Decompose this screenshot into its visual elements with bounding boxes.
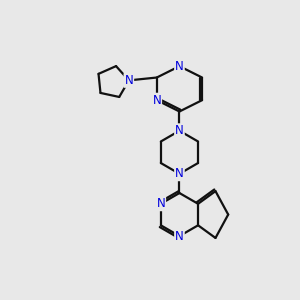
Text: N: N — [156, 197, 165, 210]
Text: N: N — [175, 230, 184, 243]
Text: N: N — [124, 74, 133, 87]
Text: N: N — [175, 167, 184, 180]
Text: N: N — [175, 60, 184, 73]
Text: N: N — [152, 94, 161, 107]
Text: N: N — [175, 124, 184, 137]
